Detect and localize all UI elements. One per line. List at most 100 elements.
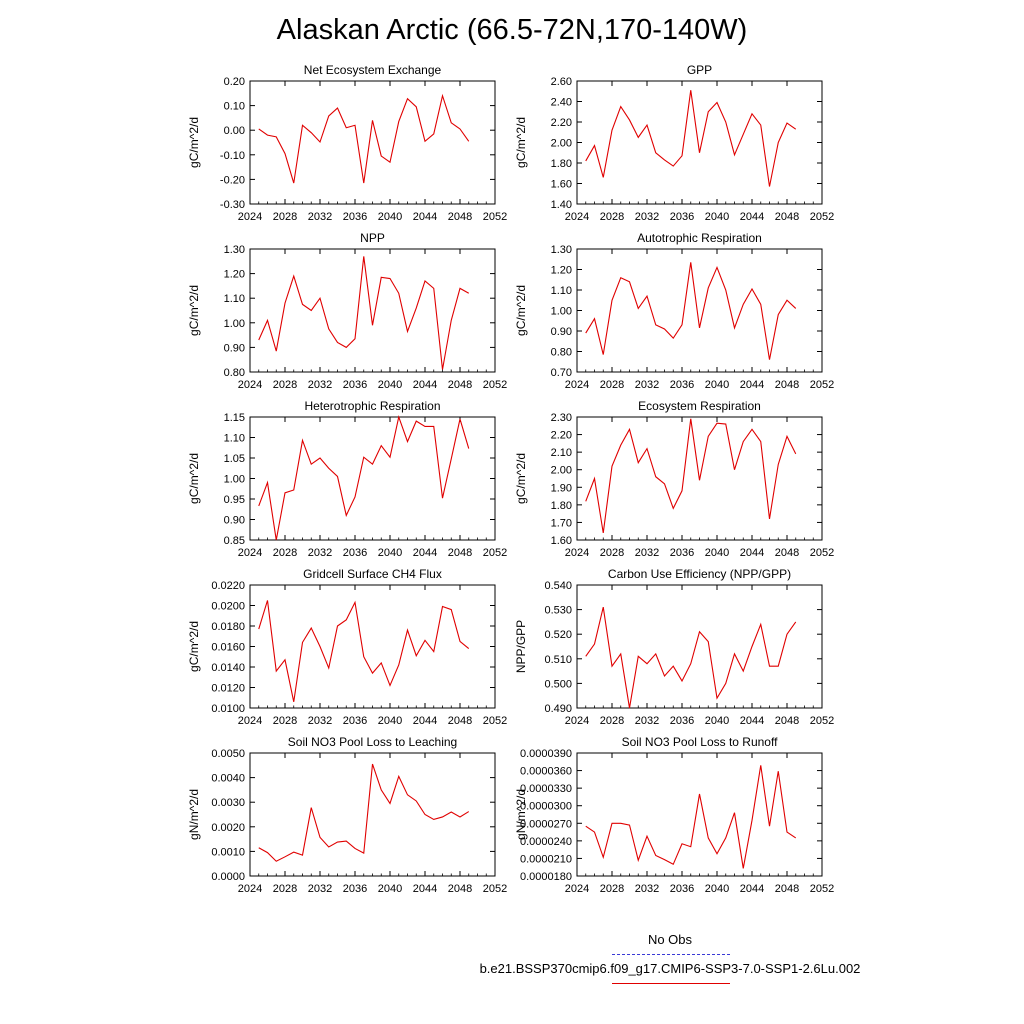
y-tick-label: -0.30 xyxy=(220,199,245,211)
x-tick-label: 2044 xyxy=(413,547,437,559)
x-tick-label: 2028 xyxy=(600,211,624,223)
plot-frame xyxy=(249,248,496,373)
x-tick-label: 2032 xyxy=(635,379,659,391)
y-tick-label: 1.05 xyxy=(224,453,245,465)
x-tick-label: 2036 xyxy=(343,883,367,895)
y-tick-label: -0.20 xyxy=(220,174,245,186)
y-tick-label: 0.90 xyxy=(224,515,245,527)
chart-title: Heterotrophic Respiration xyxy=(304,399,440,413)
x-tick-label: 2044 xyxy=(740,379,764,391)
x-tick-label: 2048 xyxy=(775,883,799,895)
x-tick-label: 2048 xyxy=(448,211,472,223)
x-tick-label: 2040 xyxy=(378,883,402,895)
y-tick-label: 2.10 xyxy=(551,447,572,459)
x-tick-label: 2040 xyxy=(378,547,402,559)
page-title: Alaskan Arctic (66.5-72N,170-140W) xyxy=(276,14,748,46)
series-line xyxy=(585,418,797,534)
chart-panel: Ecosystem Respiration gC/m^2/d 2024 2028 203… xyxy=(514,399,834,559)
y-tick-label: 1.10 xyxy=(224,433,245,445)
plot-frame xyxy=(249,752,496,877)
y-tick-label: 1.30 xyxy=(224,244,245,256)
x-tick-label: 2040 xyxy=(378,211,402,223)
y-tick-label: 1.00 xyxy=(224,474,245,486)
series-line xyxy=(258,763,470,862)
x-tick-label: 2024 xyxy=(238,715,262,727)
y-tick-label: 0.0000390 xyxy=(520,748,572,760)
y-axis-label: gC/m^2/d xyxy=(514,285,528,336)
y-axis-label: gN/m^2/d xyxy=(187,789,201,840)
x-tick-label: 2044 xyxy=(413,379,437,391)
x-tick-label: 2024 xyxy=(238,211,262,223)
y-tick-label: 1.60 xyxy=(551,179,572,191)
y-tick-label: 0.90 xyxy=(551,326,572,338)
x-tick-label: 2052 xyxy=(810,547,834,559)
y-tick-label: 0.0100 xyxy=(211,703,245,715)
y-tick-label: 0.80 xyxy=(224,367,245,379)
legend-obs-label: No Obs xyxy=(647,932,693,947)
chart-panel: Heterotrophic Respiration gC/m^2/d 2024 202… xyxy=(187,399,507,559)
y-tick-label: 0.10 xyxy=(224,101,245,113)
x-tick-label: 2048 xyxy=(775,211,799,223)
y-tick-label: 0.0030 xyxy=(211,797,245,809)
y-tick-label: 0.0000330 xyxy=(520,783,572,795)
y-tick-label: 0.70 xyxy=(551,367,572,379)
y-tick-label: 0.0000270 xyxy=(520,818,572,830)
y-tick-label: 1.20 xyxy=(551,265,572,277)
x-tick-label: 2048 xyxy=(448,379,472,391)
x-tick-label: 2052 xyxy=(810,715,834,727)
chart-panel: GPP gC/m^2/d 2024 2028 2032 2036 2040 2044 2048 2… xyxy=(514,63,834,223)
y-tick-label: 1.60 xyxy=(551,535,572,547)
x-tick-label: 2028 xyxy=(273,379,297,391)
chart-panel: Carbon Use Efficiency (NPP/GPP) NPP/GPP 20… xyxy=(514,567,834,727)
x-tick-label: 2052 xyxy=(483,379,507,391)
y-tick-label: 0.0040 xyxy=(211,773,245,785)
x-tick-label: 2052 xyxy=(483,211,507,223)
x-tick-label: 2040 xyxy=(378,379,402,391)
x-tick-label: 2032 xyxy=(635,883,659,895)
legend-case-label: b.e21.BSSP370cmip6.f09_g17.CMIP6-SSP3-7.… xyxy=(479,961,861,976)
series-line xyxy=(258,600,470,702)
x-tick-label: 2024 xyxy=(565,379,589,391)
chart-title: GPP xyxy=(687,63,712,77)
y-tick-label: 0.0120 xyxy=(211,683,245,695)
y-tick-label: 1.15 xyxy=(224,412,245,424)
x-tick-label: 2052 xyxy=(810,883,834,895)
y-tick-label: 1.30 xyxy=(551,244,572,256)
y-tick-label: 0.490 xyxy=(544,703,572,715)
x-tick-label: 2040 xyxy=(705,715,729,727)
x-tick-label: 2036 xyxy=(343,715,367,727)
y-tick-label: 1.00 xyxy=(224,318,245,330)
series-line xyxy=(258,93,470,184)
chart-panel: Net Ecosystem Exchange gC/m^2/d 2024 2028 20… xyxy=(187,63,507,223)
x-tick-label: 2036 xyxy=(343,379,367,391)
x-tick-label: 2044 xyxy=(413,883,437,895)
y-tick-label: 2.60 xyxy=(551,76,572,88)
x-tick-label: 2024 xyxy=(565,715,589,727)
x-tick-label: 2052 xyxy=(483,715,507,727)
y-tick-label: 2.30 xyxy=(551,412,572,424)
y-tick-label: 0.0010 xyxy=(211,846,245,858)
x-tick-label: 2028 xyxy=(273,547,297,559)
y-tick-label: 0.90 xyxy=(224,342,245,354)
x-tick-label: 2044 xyxy=(413,715,437,727)
chart-title: Soil NO3 Pool Loss to Leaching xyxy=(288,735,457,749)
x-tick-label: 2040 xyxy=(378,715,402,727)
y-tick-label: 0.0000 xyxy=(211,871,245,883)
series-line xyxy=(585,765,797,869)
x-tick-label: 2028 xyxy=(600,379,624,391)
chart-title: Soil NO3 Pool Loss to Runoff xyxy=(622,735,779,749)
x-tick-label: 2036 xyxy=(670,379,694,391)
x-tick-label: 2032 xyxy=(635,211,659,223)
y-tick-label: 0.0160 xyxy=(211,642,245,654)
chart-panel: NPP gC/m^2/d 2024 2028 2032 2036 2040 2044 2048 2… xyxy=(187,231,507,391)
x-tick-label: 2032 xyxy=(308,211,332,223)
y-tick-label: 0.0000360 xyxy=(520,766,572,778)
plot-frame xyxy=(249,584,496,709)
plot-frame xyxy=(576,752,823,877)
y-tick-label: 0.0020 xyxy=(211,822,245,834)
plot-frame xyxy=(249,80,496,205)
chart-panel: Gridcell Surface CH4 Flux gC/m^2/d 2024 202… xyxy=(187,567,507,727)
y-tick-label: 1.10 xyxy=(224,293,245,305)
x-tick-label: 2032 xyxy=(635,715,659,727)
